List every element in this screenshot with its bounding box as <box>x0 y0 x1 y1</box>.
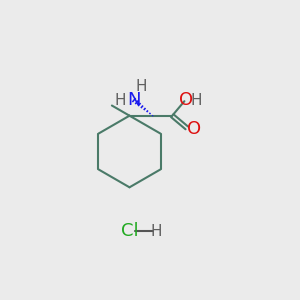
Text: Cl: Cl <box>121 222 138 240</box>
Text: N: N <box>127 91 141 109</box>
Text: H: H <box>191 93 203 108</box>
Text: O: O <box>187 120 201 138</box>
Text: H: H <box>150 224 162 239</box>
Text: H: H <box>135 79 147 94</box>
Text: H: H <box>115 93 126 108</box>
Text: O: O <box>179 91 193 109</box>
